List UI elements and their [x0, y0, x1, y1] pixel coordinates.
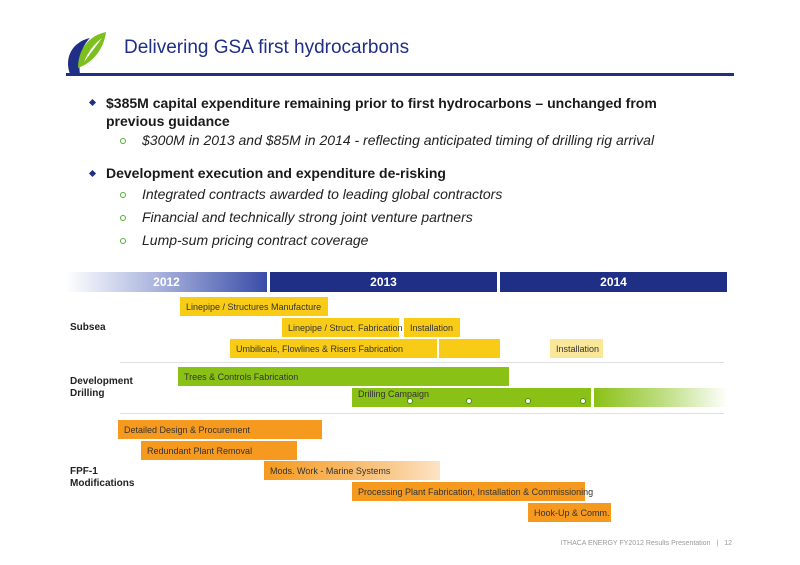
- drilling-milestone-marker: [407, 398, 413, 404]
- sub-bullet-lumpsum: Lump-sum pricing contract coverage: [142, 232, 369, 248]
- task-linepipe-manufacture: Linepipe / Structures Manufacture: [180, 297, 328, 316]
- page-title: Delivering GSA first hydrocarbons: [124, 37, 410, 58]
- bullet-capex: $385M capital expenditure remaining prio…: [106, 95, 657, 129]
- row-label-fpf: FPF-1 Modifications: [70, 466, 135, 489]
- row-separator: [120, 362, 724, 363]
- bullet-derisking: Development execution and expenditure de…: [106, 165, 446, 181]
- task-detailed-design: Detailed Design & Procurement: [118, 420, 322, 439]
- footer: ITHACA ENERGY FY2012 Results Presentatio…: [561, 540, 732, 547]
- page-number: 12: [724, 540, 732, 547]
- task-processing-plant: Processing Plant Fabrication, Installati…: [352, 482, 593, 501]
- task-umbilicals-installation: Installation: [550, 339, 603, 358]
- task-hookup: Hook-Up & Comm.: [528, 503, 611, 522]
- task-drilling-campaign: Drilling Campaign: [352, 388, 591, 407]
- bullet-diamond-icon: [88, 98, 97, 107]
- task-linepipe-fabrication: Linepipe / Struct. Fabrication: [282, 318, 403, 337]
- year-2013: 2013: [270, 272, 497, 292]
- task-mods-work: Mods. Work - Marine Systems: [264, 461, 440, 480]
- bullet-diamond-icon: [88, 169, 97, 178]
- sub-bullet-capex-split: $300M in 2013 and $85M in 2014 - reflect…: [142, 132, 655, 148]
- year-2012: 2012: [66, 272, 267, 292]
- sub-bullet-contracts: Integrated contracts awarded to leading …: [142, 186, 503, 202]
- task-drilling-campaign-fade: [594, 388, 728, 407]
- row-label-subsea: Subsea: [70, 322, 106, 333]
- sub-bullet-partners: Financial and technically strong joint v…: [142, 209, 473, 225]
- row-separator: [120, 413, 724, 414]
- drilling-milestone-marker: [525, 398, 531, 404]
- drilling-milestone-marker: [580, 398, 586, 404]
- sub-bullet-ring-icon: [120, 192, 126, 198]
- sub-bullet-ring-icon: [120, 215, 126, 221]
- sub-bullet-ring-icon: [120, 138, 126, 144]
- sub-bullet-ring-icon: [120, 238, 126, 244]
- title-divider: [66, 73, 734, 76]
- task-umbilicals: Umbilicals, Flowlines & Risers Fabricati…: [230, 339, 437, 358]
- footer-divider: |: [716, 540, 719, 547]
- row-label-drilling: Development Drilling: [70, 376, 133, 399]
- task-subsea-installation: Installation: [404, 318, 460, 337]
- drilling-milestone-marker: [466, 398, 472, 404]
- footer-company: ITHACA ENERGY FY2012 Results Presentatio…: [560, 540, 711, 547]
- year-2014: 2014: [500, 272, 727, 292]
- task-trees-controls: Trees & Controls Fabrication: [178, 367, 509, 386]
- company-logo: [62, 28, 112, 78]
- task-redundant-plant: Redundant Plant Removal: [141, 441, 297, 460]
- task-umbilicals-extension: [439, 339, 500, 358]
